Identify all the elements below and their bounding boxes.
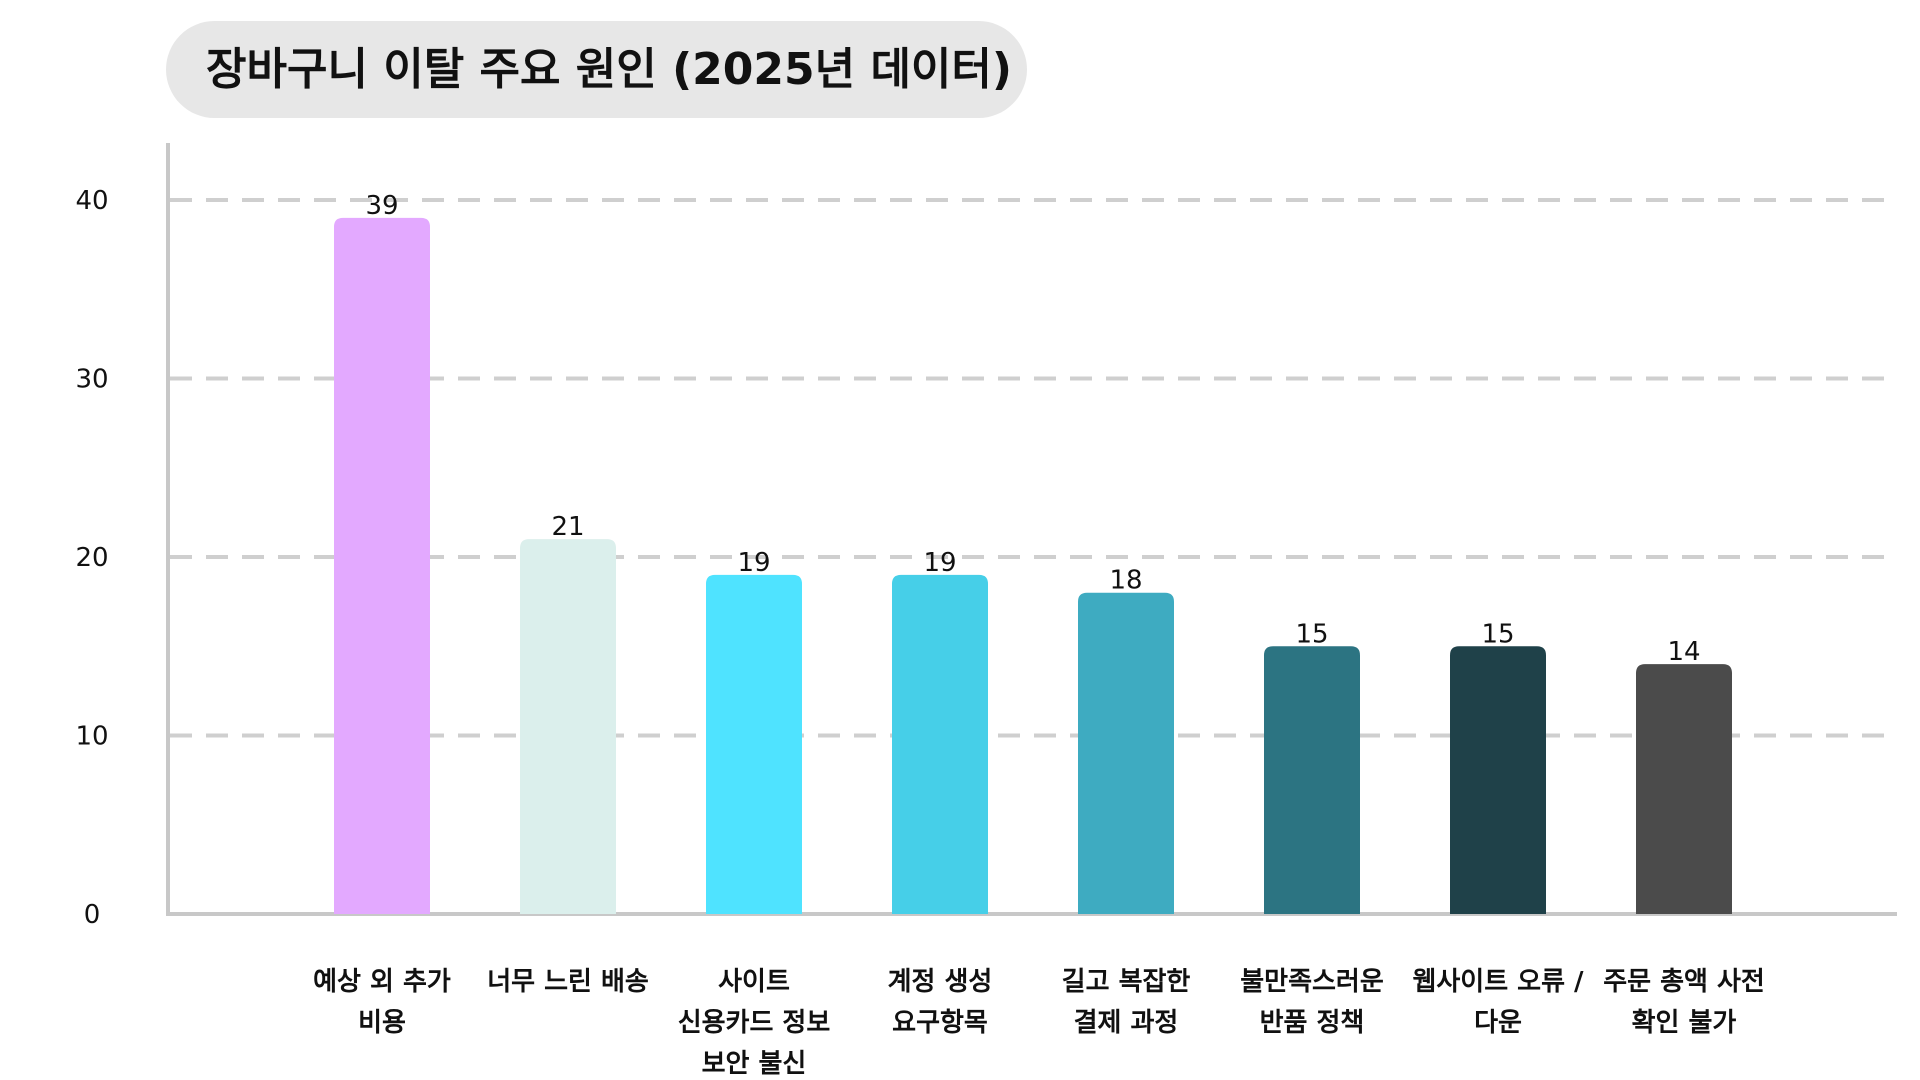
x-tick-label: 웹사이트 오류 / xyxy=(1412,967,1584,997)
data-label: 14 xyxy=(1667,637,1700,667)
x-tick-label: 주문 총액 사전 xyxy=(1603,967,1765,997)
data-label: 39 xyxy=(365,191,398,221)
y-axis-ticks: 0 10 20 30 40 xyxy=(75,186,108,930)
data-label: 15 xyxy=(1481,619,1514,649)
data-labels: 39 21 19 19 18 15 15 14 xyxy=(365,191,1700,667)
data-label: 19 xyxy=(923,548,956,578)
bar xyxy=(520,539,616,914)
chart-title-pill: 장바구니 이탈 주요 원인 (2025년 데이터) xyxy=(166,21,1027,118)
y-tick-label: 20 xyxy=(75,543,108,573)
x-tick-label: 계정 생성 xyxy=(888,967,993,997)
bar xyxy=(706,574,802,914)
x-tick-label: 요구항목 xyxy=(892,1008,988,1038)
x-tick-label: 사이트 xyxy=(718,967,790,997)
x-tick-label: 반품 정책 xyxy=(1260,1008,1365,1038)
y-tick-label: 10 xyxy=(75,722,108,752)
x-tick-label: 비용 xyxy=(358,1008,406,1038)
x-tick-label: 예상 외 추가 xyxy=(313,967,451,997)
y-tick-label: 30 xyxy=(75,365,108,395)
x-tick-label: 신용카드 정보 xyxy=(678,1008,831,1038)
x-tick-label: 확인 불가 xyxy=(1632,1008,1737,1038)
data-label: 15 xyxy=(1295,619,1328,649)
x-tick-label: 보안 불신 xyxy=(702,1049,807,1079)
y-tick-label: 40 xyxy=(75,186,108,216)
bar xyxy=(892,574,988,914)
chart-title: 장바구니 이탈 주요 원인 (2025년 데이터) xyxy=(206,44,1012,95)
x-tick-label: 다운 xyxy=(1474,1008,1522,1038)
data-label: 18 xyxy=(1109,566,1142,596)
x-tick-label: 너무 느린 배송 xyxy=(487,967,649,997)
bar xyxy=(1264,646,1360,914)
bars xyxy=(334,217,1732,915)
x-tick-label: 불만족스러운 xyxy=(1240,967,1384,997)
x-tick-label: 결제 과정 xyxy=(1074,1008,1179,1038)
data-label: 19 xyxy=(737,548,770,578)
data-label: 21 xyxy=(551,512,584,542)
bar xyxy=(1078,592,1174,914)
bar xyxy=(1636,664,1732,914)
x-tick-label: 길고 복잡한 xyxy=(1062,967,1191,997)
bar xyxy=(1450,646,1546,914)
y-tick-label: 0 xyxy=(84,900,101,930)
bar xyxy=(334,217,430,915)
